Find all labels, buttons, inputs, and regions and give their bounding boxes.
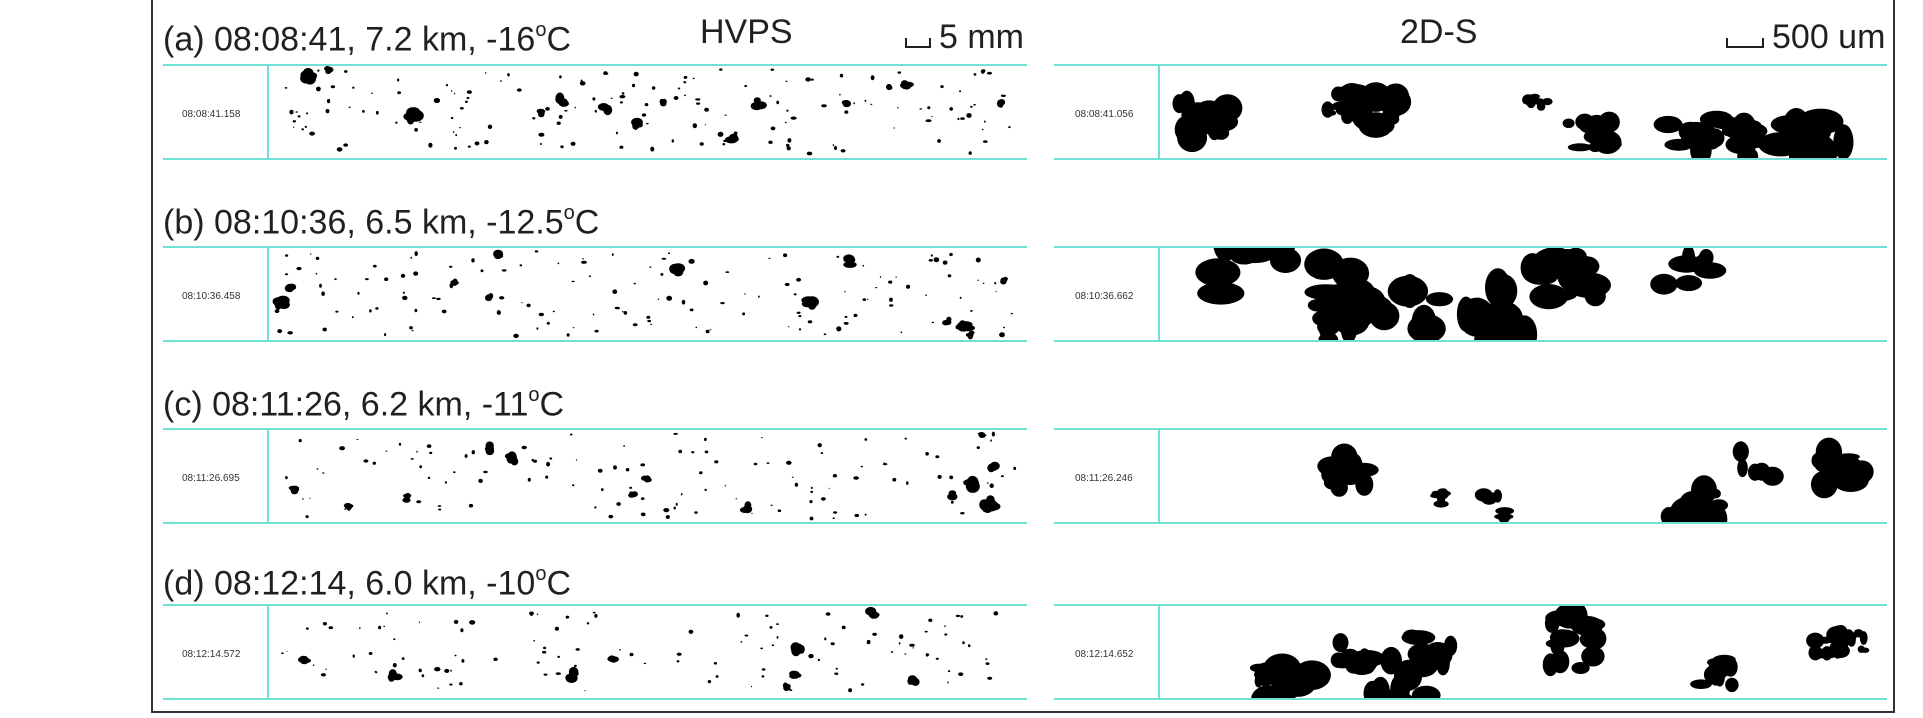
hvps-timestamp-a: 08:08:41.158: [182, 109, 241, 120]
hvps-strip-d: 08:12:14.572: [163, 604, 1027, 700]
2ds-scale-bar: [1726, 38, 1764, 48]
2ds-timestamp-a: 08:08:41.056: [1075, 109, 1134, 120]
2ds-particles-a: [1172, 82, 1854, 158]
2ds-timestamp-b: 08:10:36.662: [1075, 291, 1134, 302]
hvps-particles-a: [284, 66, 1011, 156]
row-d-title: (d) 08:12:14, 6.0 km, -10oC: [163, 563, 571, 603]
hvps-timestamp-d: 08:12:14.572: [182, 649, 241, 660]
2ds-timestamp-d: 08:12:14.652: [1075, 649, 1134, 660]
hvps-timestamp-b: 08:10:36.458: [182, 291, 241, 302]
hvps-particles-d: [281, 606, 999, 693]
2ds-particles-c: [1317, 437, 1874, 522]
row-a-title: (a) 08:08:41, 7.2 km, -16oC: [163, 19, 571, 59]
hvps-label: HVPS: [700, 13, 793, 51]
hvps-strip-b: 08:10:36.458: [163, 246, 1027, 342]
row-b-title: (b) 08:10:36, 6.5 km, -12.5oC: [163, 202, 600, 242]
hvps-scale-bar: [905, 38, 931, 48]
hvps-particles-b: [272, 249, 1013, 340]
hvps-strip-a: 08:08:41.158: [163, 64, 1027, 160]
hvps-timestamp-c: 08:11:26.695: [182, 473, 240, 484]
2ds-particles-b: [1195, 248, 1727, 340]
2ds-strip-a: 08:08:41.056: [1054, 64, 1887, 160]
hvps-strip-c: 08:11:26.695: [163, 428, 1027, 524]
hvps-particles-c: [285, 431, 1017, 521]
row-c-title: (c) 08:11:26, 6.2 km, -11oC: [163, 384, 565, 424]
hvps-scale: 5 mm: [905, 20, 1024, 54]
2ds-scale: 500 um: [1726, 20, 1885, 54]
2ds-timestamp-c: 08:11:26.246: [1075, 473, 1133, 484]
2ds-particles-d: [1249, 606, 1870, 698]
2ds-strip-b: 08:10:36.662: [1054, 246, 1887, 342]
2ds-label: 2D-S: [1400, 13, 1478, 51]
2ds-strip-c: 08:11:26.246: [1054, 428, 1887, 524]
2ds-strip-d: 08:12:14.652: [1054, 604, 1887, 700]
